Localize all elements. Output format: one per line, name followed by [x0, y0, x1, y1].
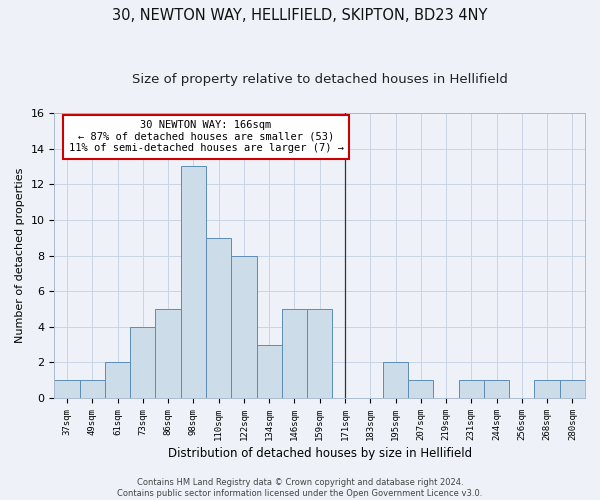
Bar: [560, 380, 585, 398]
Text: 30 NEWTON WAY: 166sqm
← 87% of detached houses are smaller (53)
11% of semi-deta: 30 NEWTON WAY: 166sqm ← 87% of detached …: [68, 120, 344, 154]
Bar: [535, 380, 560, 398]
Text: Contains HM Land Registry data © Crown copyright and database right 2024.
Contai: Contains HM Land Registry data © Crown c…: [118, 478, 482, 498]
Bar: [80, 380, 105, 398]
Bar: [484, 380, 509, 398]
Bar: [257, 344, 282, 398]
Text: 30, NEWTON WAY, HELLIFIELD, SKIPTON, BD23 4NY: 30, NEWTON WAY, HELLIFIELD, SKIPTON, BD2…: [112, 8, 488, 22]
Bar: [408, 380, 433, 398]
Bar: [105, 362, 130, 398]
X-axis label: Distribution of detached houses by size in Hellifield: Distribution of detached houses by size …: [167, 447, 472, 460]
Bar: [130, 327, 155, 398]
Bar: [181, 166, 206, 398]
Title: Size of property relative to detached houses in Hellifield: Size of property relative to detached ho…: [132, 72, 508, 86]
Bar: [307, 309, 332, 398]
Bar: [55, 380, 80, 398]
Bar: [383, 362, 408, 398]
Bar: [206, 238, 231, 398]
Bar: [155, 309, 181, 398]
Bar: [458, 380, 484, 398]
Bar: [231, 256, 257, 398]
Bar: [282, 309, 307, 398]
Y-axis label: Number of detached properties: Number of detached properties: [15, 168, 25, 344]
